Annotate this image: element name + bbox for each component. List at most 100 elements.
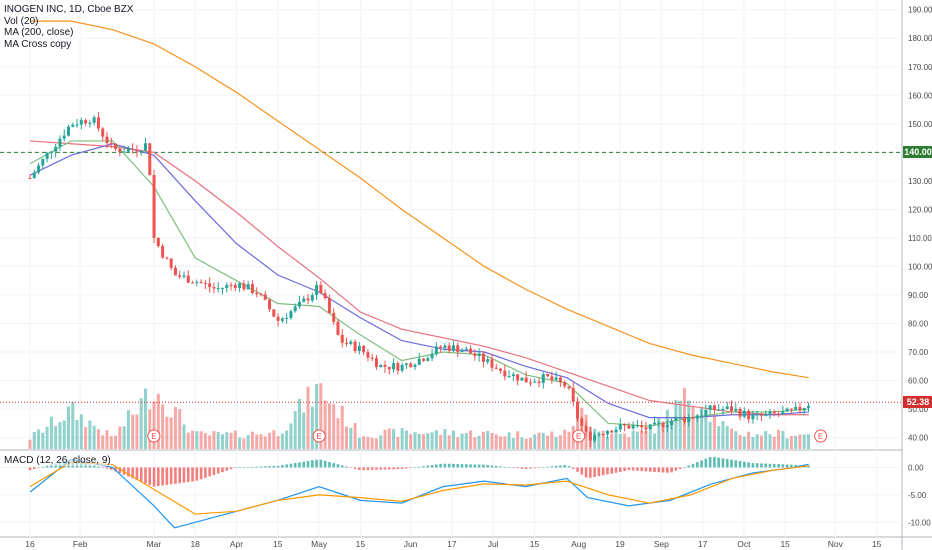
- candle-body: [417, 358, 421, 365]
- candle-body: [66, 126, 70, 136]
- volume-bar: [537, 432, 541, 449]
- macd-indicator-label[interactable]: MACD (12, 26, close, 9): [4, 455, 111, 466]
- volume-bar: [233, 430, 237, 449]
- macd-histogram-bar: [148, 467, 152, 485]
- volume-bar: [695, 414, 699, 449]
- candle-body: [49, 151, 53, 153]
- ma-indicator-label[interactable]: MA (200, close): [4, 27, 74, 38]
- volume-bar: [345, 426, 349, 449]
- volume-bar: [285, 430, 289, 449]
- candle-body: [212, 287, 216, 289]
- candle-body: [379, 364, 383, 368]
- vol-indicator-label[interactable]: Vol (20): [4, 15, 39, 27]
- macd-histogram-bar: [263, 466, 267, 468]
- volume-bar: [332, 404, 336, 449]
- candle-body: [576, 401, 580, 419]
- macd-histogram-bar: [289, 463, 293, 468]
- candle-body: [297, 301, 301, 307]
- candle-body: [768, 411, 772, 414]
- candle-body: [670, 420, 674, 426]
- candle-body: [661, 422, 665, 428]
- macd-histogram-bar: [135, 467, 139, 480]
- macd-histogram-bar: [687, 465, 691, 468]
- candle-body: [785, 408, 789, 412]
- macd-histogram-bar: [204, 467, 207, 478]
- volume-bar: [494, 434, 498, 449]
- volume-bar: [443, 428, 447, 449]
- volume-bar: [781, 430, 785, 449]
- candle-body: [567, 386, 571, 389]
- macd-histogram-bar: [366, 467, 370, 470]
- macd-histogram-bar: [430, 465, 434, 468]
- candle-body: [105, 136, 109, 144]
- volume-bar: [216, 431, 220, 449]
- volume-bar: [554, 436, 558, 449]
- volume-bar: [473, 437, 477, 449]
- time-tick-label: Jul: [488, 539, 499, 549]
- macd-tick-label: -10.00: [908, 518, 931, 527]
- time-tick-label: 15: [780, 539, 790, 549]
- volume-bar: [481, 431, 485, 449]
- time-tick-label: Jun: [404, 539, 418, 549]
- candle-body: [302, 298, 306, 302]
- candle-body: [173, 267, 177, 276]
- volume-bar: [250, 431, 254, 449]
- candle-body: [280, 318, 284, 321]
- macd-histogram-bar: [807, 465, 810, 468]
- volume-bar: [272, 430, 276, 449]
- candle-body: [558, 377, 562, 382]
- volume-bar: [439, 434, 443, 449]
- earnings-marker-label: E: [818, 432, 823, 441]
- macd-histogram-bar: [567, 466, 571, 468]
- candle-body: [276, 316, 280, 321]
- volume-bar: [71, 401, 75, 449]
- macd-histogram-bar: [405, 467, 408, 469]
- candle-body: [422, 358, 426, 361]
- macd-histogram-bar: [319, 459, 323, 468]
- volume-bar: [426, 433, 430, 449]
- candle-body: [293, 306, 297, 312]
- macd-histogram-bar: [92, 465, 96, 468]
- candle-body: [781, 411, 785, 415]
- candle-body: [653, 422, 657, 425]
- macd-histogram-bar: [221, 467, 224, 473]
- symbol-title[interactable]: INOGEN INC, 1D, Cboe BZX: [4, 4, 134, 15]
- volume-bar: [131, 414, 135, 449]
- time-tick-label: 15: [273, 539, 283, 549]
- macd-histogram-bar: [674, 467, 678, 471]
- volume-bar: [49, 416, 53, 449]
- candle-body: [109, 143, 113, 145]
- candle-body: [263, 294, 267, 300]
- candle-body: [610, 430, 614, 433]
- candle-body: [460, 349, 464, 352]
- volume-bar: [490, 432, 494, 449]
- macd-histogram-bar: [281, 465, 284, 468]
- volume-bar: [447, 435, 451, 449]
- macd-histogram-bar: [452, 463, 455, 468]
- candle-body: [738, 408, 742, 417]
- candle-body: [499, 368, 503, 371]
- volume-bar: [409, 434, 413, 449]
- macd-histogram-bar: [593, 467, 596, 478]
- macd-histogram-bar: [713, 456, 716, 468]
- macd-histogram-bar: [563, 464, 566, 468]
- volume-bar: [293, 411, 297, 449]
- volume-bar: [387, 428, 391, 449]
- candle-body: [233, 285, 237, 288]
- macd-histogram-bar: [199, 467, 203, 480]
- volume-bar: [511, 437, 515, 449]
- volume-bar: [460, 433, 464, 449]
- volume-bar: [289, 423, 293, 449]
- earnings-marker: [312, 429, 326, 443]
- candle-body: [751, 415, 755, 420]
- macd-histogram-bar: [751, 463, 755, 468]
- candle-body: [674, 417, 678, 421]
- macross-indicator-label[interactable]: MA Cross copy: [4, 38, 72, 50]
- candle-body: [345, 342, 349, 344]
- volume-bar: [678, 400, 682, 449]
- volume-bar: [238, 437, 242, 449]
- macd-histogram-bar: [443, 463, 447, 468]
- volume-bar: [306, 386, 310, 449]
